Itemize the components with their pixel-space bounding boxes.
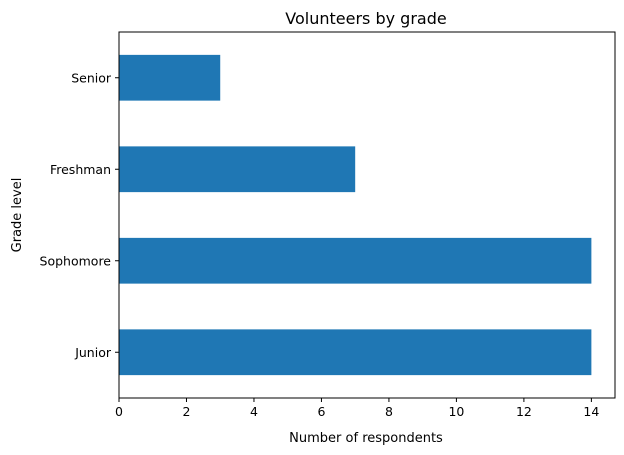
bar-freshman	[119, 146, 356, 193]
x-tick-label: 0	[115, 404, 123, 419]
x-tick-label: 10	[448, 404, 464, 419]
bar-senior	[119, 54, 221, 101]
x-tick-label: 6	[317, 404, 325, 419]
x-tick-label: 4	[250, 404, 258, 419]
y-axis-label: Grade level	[10, 178, 25, 253]
y-tick-label: Freshman	[50, 162, 111, 177]
x-axis: 0 2 4 6 8 10 12 14	[115, 398, 599, 419]
y-tick-label: Senior	[71, 70, 112, 85]
x-tick-label: 2	[183, 404, 191, 419]
bars-group	[119, 54, 592, 376]
y-tick-label: Junior	[74, 345, 112, 360]
y-tick-label: Sophomore	[40, 253, 112, 268]
plot-frame	[118, 31, 616, 399]
chart-title: Volunteers by grade	[285, 9, 446, 28]
bar-junior	[119, 329, 592, 376]
y-axis: Junior Sophomore Freshman Senior	[40, 70, 119, 360]
bar-sophomore	[119, 237, 592, 284]
x-tick-label: 12	[516, 404, 532, 419]
x-axis-label: Number of respondents	[289, 431, 443, 446]
x-tick-label: 14	[583, 404, 599, 419]
x-tick-label: 8	[385, 404, 393, 419]
